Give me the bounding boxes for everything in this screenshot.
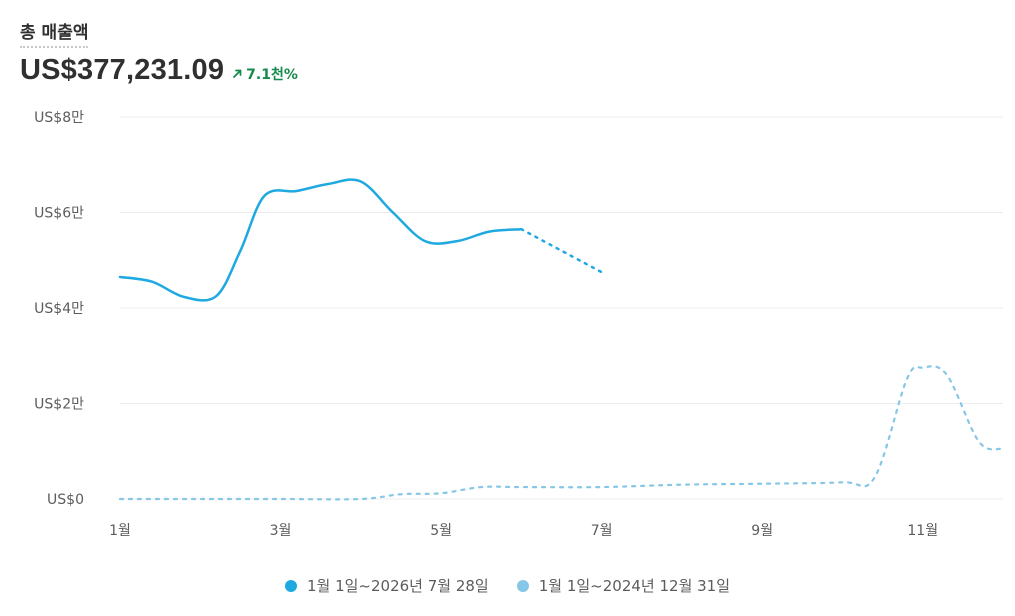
total-sales-value: US$377,231.09 — [20, 54, 225, 86]
y-tick-label: US$0 — [47, 492, 84, 508]
x-tick-label: 3월 — [270, 523, 292, 539]
x-axis-ticks: 1월 3월 5월 7월 9월 11월 — [109, 523, 938, 539]
change-badge: 7.1천% — [232, 64, 298, 84]
series-line-1 — [118, 365, 1005, 501]
metric-header: 총 매출액 US$377,231.09 7.1천% — [20, 18, 298, 87]
x-tick-label: 11월 — [907, 523, 938, 539]
y-tick-label: US$4만 — [34, 301, 84, 317]
x-tick-label: 7월 — [591, 523, 613, 539]
legend-item-current[interactable]: 1월 1일~2026년 7월 28일 — [284, 575, 489, 596]
y-tick-label: US$8만 — [34, 110, 84, 126]
legend-item-previous[interactable]: 1월 1일~2024년 12월 31일 — [516, 575, 731, 596]
y-tick-label: US$2만 — [34, 397, 84, 413]
legend-dot-previous — [516, 579, 529, 592]
series-line-0-solid — [118, 178, 523, 302]
metric-title[interactable]: 총 매출액 — [20, 18, 89, 48]
legend-label-current: 1월 1일~2026년 7월 28일 — [306, 577, 489, 595]
grid-lines — [120, 116, 1003, 500]
x-tick-label: 1월 — [109, 523, 131, 539]
chart-legend: 1월 1일~2026년 7월 28일 1월 1일~2024년 12월 31일 — [0, 575, 1015, 596]
x-tick-label: 5월 — [430, 523, 452, 539]
y-tick-label: US$6만 — [34, 206, 84, 222]
arrow-up-right-icon — [233, 69, 242, 78]
legend-label-previous: 1월 1일~2024년 12월 31일 — [538, 577, 731, 595]
legend-dot-current — [284, 579, 297, 592]
metric-value-row: US$377,231.09 7.1천% — [20, 54, 298, 87]
sales-line-chart: US$0 US$2만 US$4만 US$6만 US$8만 1월 3월 5월 7월 9월 11월 — [34, 110, 1005, 539]
series-line-0-projected — [520, 227, 603, 274]
series-lines — [118, 178, 1005, 501]
x-tick-label: 9월 — [751, 523, 773, 539]
change-value: 7.1천% — [246, 66, 298, 83]
y-axis-ticks: US$0 US$2만 US$4만 US$6만 US$8만 — [34, 110, 84, 508]
